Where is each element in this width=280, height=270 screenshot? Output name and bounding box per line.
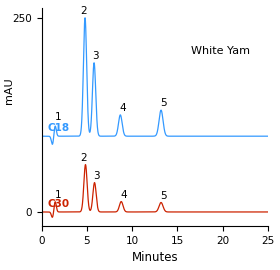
Text: 2: 2 [80,6,87,16]
Y-axis label: mAU: mAU [4,78,15,104]
Text: 5: 5 [160,98,167,108]
Text: 1: 1 [55,112,61,122]
Text: 1: 1 [55,190,61,200]
Text: C30: C30 [47,199,69,209]
Text: 3: 3 [93,171,100,181]
Text: 2: 2 [80,153,87,163]
Text: 4: 4 [121,190,127,200]
Text: 3: 3 [92,51,99,61]
X-axis label: Minutes: Minutes [131,251,178,264]
Text: 5: 5 [160,191,167,201]
Text: White Yam: White Yam [191,46,250,56]
Text: C18: C18 [47,123,69,133]
Text: 4: 4 [120,103,126,113]
